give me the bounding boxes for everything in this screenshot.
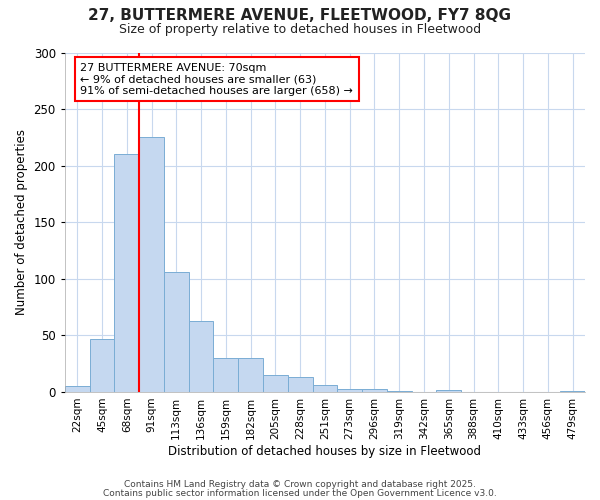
Text: 27 BUTTERMERE AVENUE: 70sqm
← 9% of detached houses are smaller (63)
91% of semi: 27 BUTTERMERE AVENUE: 70sqm ← 9% of deta… [80, 62, 353, 96]
Bar [263, 375, 288, 392]
Bar [238, 358, 263, 392]
Bar [115, 154, 139, 392]
Y-axis label: Number of detached properties: Number of detached properties [15, 129, 28, 315]
Text: Contains public sector information licensed under the Open Government Licence v3: Contains public sector information licen… [103, 488, 497, 498]
Bar [313, 385, 337, 392]
X-axis label: Distribution of detached houses by size in Fleetwood: Distribution of detached houses by size … [169, 444, 481, 458]
Bar [188, 320, 214, 392]
Text: 27, BUTTERMERE AVENUE, FLEETWOOD, FY7 8QG: 27, BUTTERMERE AVENUE, FLEETWOOD, FY7 8Q… [89, 8, 511, 22]
Bar [560, 391, 585, 392]
Text: Size of property relative to detached houses in Fleetwood: Size of property relative to detached ho… [119, 22, 481, 36]
Bar [387, 391, 412, 392]
Bar [164, 272, 188, 392]
Bar [214, 358, 238, 392]
Bar [362, 388, 387, 392]
Bar [89, 339, 115, 392]
Bar [337, 388, 362, 392]
Bar [65, 386, 89, 392]
Bar [288, 377, 313, 392]
Bar [436, 390, 461, 392]
Text: Contains HM Land Registry data © Crown copyright and database right 2025.: Contains HM Land Registry data © Crown c… [124, 480, 476, 489]
Bar [139, 138, 164, 392]
